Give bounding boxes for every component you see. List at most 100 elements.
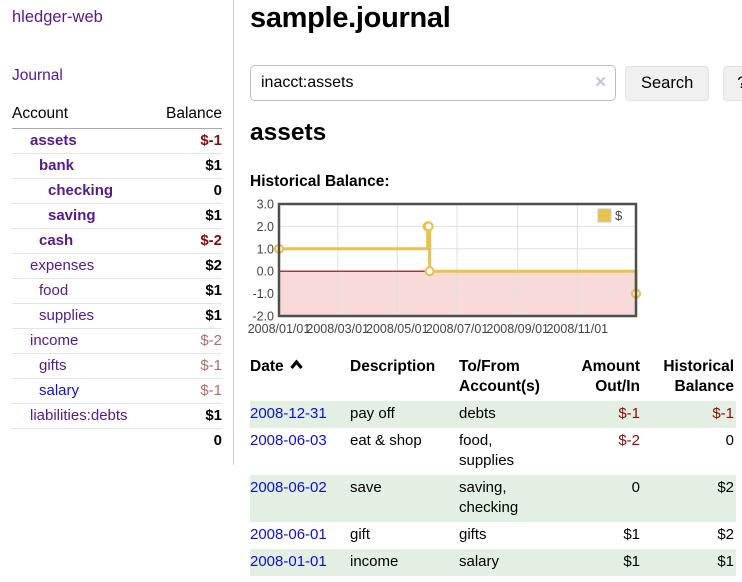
nav-journal-link[interactable]: Journal — [12, 67, 63, 84]
amount-cell: $1 — [623, 553, 640, 570]
accounts-table: Account Balance assets $-1 bank $1 checking 0… — [12, 103, 222, 453]
help-button[interactable]: ? — [723, 65, 742, 101]
account-row: gifts $-1 — [12, 353, 222, 379]
search-input[interactable] — [250, 65, 616, 101]
account-balance: $-2 — [153, 328, 222, 354]
account-link[interactable]: food — [39, 282, 69, 299]
svg-text:0.0: 0.0 — [257, 265, 274, 279]
column-header-date[interactable]: Date — [250, 357, 350, 401]
description-cell: eat & shop — [350, 432, 422, 449]
amount-cell: $-2 — [618, 432, 640, 449]
account-link[interactable]: supplies — [39, 307, 95, 324]
account-link[interactable]: liabilities:debts — [30, 407, 128, 424]
column-header-description: Description — [350, 358, 436, 375]
account-link[interactable]: cash — [39, 232, 74, 249]
balance-cell: $-1 — [712, 405, 734, 422]
account-row: assets $-1 — [12, 128, 222, 154]
accounts-total-row: 0 — [12, 428, 222, 453]
accounts-header-balance: Balance — [153, 103, 222, 129]
sidebar-nav: Journal — [12, 67, 223, 85]
account-link[interactable]: expenses — [30, 257, 95, 274]
account-link[interactable]: salary — [39, 382, 80, 399]
date-link[interactable]: 2008-06-02 — [250, 479, 327, 496]
account-name-cell: bank — [12, 153, 154, 179]
description-cell: pay off — [350, 405, 395, 422]
transaction-row: 2008-12-31 pay off debts $-1 $-1 — [250, 401, 736, 428]
amount-cell: $1 — [623, 526, 640, 543]
register-table: Date Description To/From Account(s) Amou… — [250, 357, 736, 576]
sidebar: hledger-web Journal Account Balance asse… — [0, 0, 234, 465]
date-cell: 2008-01-01 — [250, 549, 350, 576]
date-link[interactable]: 2008-06-01 — [250, 526, 327, 543]
transaction-row: 2008-06-01 gift gifts $1 $2 — [250, 522, 736, 549]
date-cell: 2008-06-02 — [250, 475, 350, 522]
app-brand-link[interactable]: hledger-web — [12, 8, 103, 26]
date-link[interactable]: 2008-06-03 — [250, 432, 327, 449]
account-name-cell: cash — [12, 228, 154, 254]
transaction-row: 2008-06-03 eat & shop food, supplies $-2 0 — [250, 428, 736, 475]
account-balance: $1 — [153, 278, 222, 304]
account-link[interactable]: checking — [48, 182, 114, 199]
account-name-cell: expenses — [12, 253, 154, 279]
balance-cell: $2 — [717, 479, 734, 496]
historical-balance-chart: $3.0 2.0 1.0 0.0 -1.0 -2.0 2008/01/01 2008/03/0… — [248, 198, 742, 341]
date-cell: 2008-06-01 — [250, 522, 350, 549]
account-link[interactable]: assets — [30, 132, 77, 149]
svg-text:1.0: 1.0 — [257, 242, 274, 256]
accounts-cell: food, supplies — [459, 432, 515, 469]
column-header-balance: Historical Balance — [663, 358, 734, 395]
legend-label: $ — [615, 208, 623, 223]
account-balance: $1 — [153, 303, 222, 329]
data-point-marker — [423, 221, 434, 232]
main-panel: sample.journal ✕ Search ? assets Histori… — [234, 0, 742, 576]
date-link[interactable]: 2008-01-01 — [250, 553, 327, 570]
balance-cell: $2 — [717, 526, 734, 543]
account-link[interactable]: gifts — [39, 357, 67, 374]
account-row: bank $1 — [12, 153, 222, 179]
date-cell: 2008-12-31 — [250, 401, 350, 428]
accounts-cell: salary — [459, 553, 500, 570]
svg-text:2008/07/01: 2008/07/01 — [426, 322, 489, 336]
account-title: assets — [250, 119, 327, 146]
accounts-total-spacer — [12, 428, 154, 453]
date-link[interactable]: 2008-12-31 — [250, 405, 327, 422]
svg-text:2008/11/01: 2008/11/01 — [546, 322, 608, 336]
account-name-cell: checking — [12, 178, 154, 204]
clear-search-icon[interactable]: ✕ — [594, 74, 607, 91]
account-row: checking 0 — [12, 178, 222, 204]
description-cell: save — [350, 479, 382, 496]
register-header-row: Date Description To/From Account(s) Amou… — [250, 357, 736, 401]
account-balance: $-1 — [153, 128, 222, 154]
account-balance: $1 — [153, 153, 222, 179]
account-balance: $-1 — [153, 378, 222, 404]
account-row: supplies $1 — [12, 303, 222, 329]
accounts-total-value: 0 — [153, 428, 222, 453]
accounts-cell: saving, checking — [459, 479, 519, 516]
account-balance: 0 — [153, 178, 222, 204]
accounts-cell: debts — [459, 405, 496, 422]
chart-svg: $3.0 2.0 1.0 0.0 -1.0 -2.02008/01/012008/03/0… — [248, 198, 642, 336]
account-row: cash $-2 — [12, 228, 222, 254]
account-link[interactable]: saving — [48, 207, 96, 224]
account-link[interactable]: bank — [39, 157, 75, 174]
description-cell: income — [350, 553, 399, 570]
svg-text:-2.0: -2.0 — [252, 310, 274, 324]
account-name-cell: food — [12, 278, 154, 304]
search-button[interactable]: Search — [625, 65, 710, 101]
account-row: expenses $2 — [12, 253, 222, 279]
sort-ascending-icon — [289, 359, 303, 370]
svg-text:2008/05/01: 2008/05/01 — [366, 322, 429, 336]
account-link[interactable]: income — [30, 332, 79, 349]
account-name-cell: income — [12, 328, 154, 354]
balance-cell: 0 — [725, 432, 734, 449]
svg-text:-1.0: -1.0 — [252, 287, 274, 301]
svg-text:2.0: 2.0 — [257, 220, 274, 234]
chart-legend: $ — [595, 207, 633, 226]
account-balance: $2 — [153, 253, 222, 279]
app-brand: hledger-web — [12, 8, 223, 27]
accounts-cell: gifts — [459, 526, 487, 543]
data-point-marker — [424, 266, 435, 277]
account-row: income $-2 — [12, 328, 222, 354]
account-name-cell: supplies — [12, 303, 154, 329]
